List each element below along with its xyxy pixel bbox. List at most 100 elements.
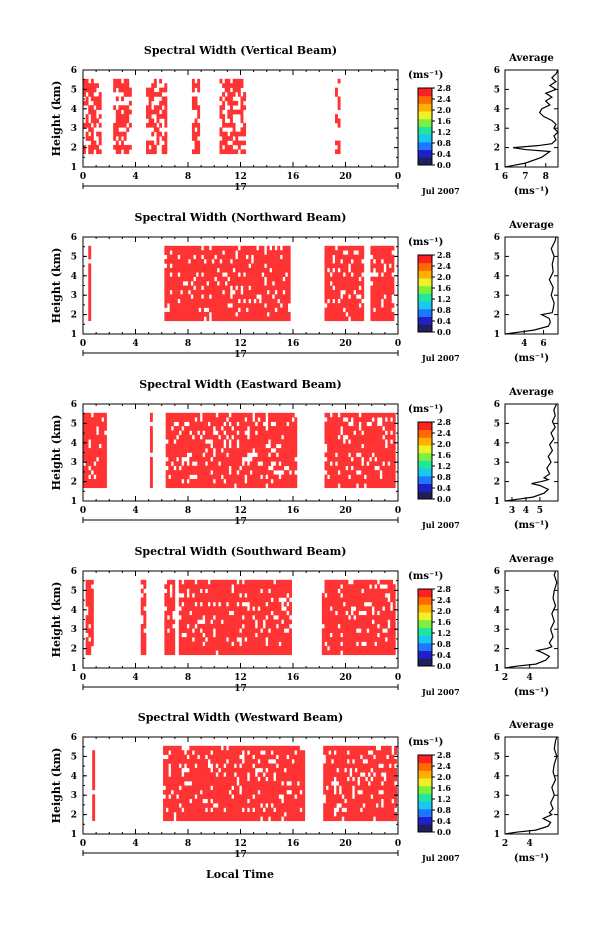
- heatmap-cell: [249, 597, 253, 603]
- heatmap-cell: [388, 294, 392, 300]
- heatmap-cell: [207, 623, 211, 629]
- heatmap-cell: [327, 597, 331, 603]
- heatmap-cell: [88, 281, 92, 286]
- heatmap-cell: [167, 610, 170, 616]
- heatmap-cell: [218, 816, 222, 822]
- heatmap-cell: [93, 452, 97, 458]
- heatmap-cell: [228, 798, 232, 804]
- heatmap-cell: [340, 452, 344, 458]
- heatmap-cell: [335, 443, 338, 449]
- heatmap-cell: [165, 443, 169, 449]
- heatmap-cell: [177, 250, 181, 255]
- heatmap-cell: [342, 478, 346, 484]
- heatmap-cell: [181, 763, 185, 769]
- heatmap-cell: [236, 474, 240, 480]
- heatmap-cell: [210, 412, 214, 418]
- heatmap-cell: [273, 637, 277, 642]
- heatmap-cell: [201, 263, 205, 269]
- heatmap-cell: [363, 417, 367, 422]
- day-label: 17: [234, 517, 247, 527]
- heatmap-cell: [257, 474, 261, 480]
- heatmap-cell: [348, 456, 352, 462]
- heatmap-cell: [371, 601, 375, 607]
- heatmap-cell: [265, 478, 269, 484]
- heatmap-cell: [257, 615, 261, 620]
- heatmap-cell: [232, 250, 236, 255]
- heatmap-cell: [184, 426, 187, 431]
- heatmap-cell: [202, 789, 206, 795]
- heatmap-cell: [207, 776, 211, 782]
- heatmap-cell: [230, 267, 233, 273]
- heatmap-cell: [189, 443, 193, 449]
- heatmap-cell: [366, 610, 370, 616]
- heatmap-cell: [228, 776, 232, 782]
- heatmap-cell: [220, 637, 224, 642]
- heatmap-cell: [189, 811, 193, 817]
- heatmap-cell: [220, 750, 224, 755]
- heatmap-cell: [203, 281, 207, 286]
- side-y-tick-label: 6: [494, 567, 500, 577]
- heatmap-cell: [252, 478, 256, 484]
- heatmap-cell: [165, 776, 169, 782]
- heatmap-cell: [277, 263, 281, 269]
- heatmap-cell: [207, 456, 211, 462]
- heatmap-cell: [358, 456, 362, 462]
- heatmap-cell: [327, 623, 331, 629]
- heatmap-cell: [228, 641, 232, 647]
- heatmap-cell: [265, 579, 269, 585]
- heatmap-cell: [193, 298, 197, 304]
- heatmap-cell: [361, 483, 365, 489]
- heatmap-cell: [287, 281, 291, 286]
- heatmap-cell: [176, 767, 180, 773]
- heatmap-cell: [181, 597, 185, 603]
- heatmap-cell: [90, 144, 94, 150]
- heatmap-cell: [382, 456, 386, 462]
- heatmap-cell: [254, 593, 258, 598]
- heatmap-cell: [85, 619, 89, 625]
- heatmap-cell: [286, 474, 290, 480]
- heatmap-cell: [214, 272, 218, 277]
- heatmap-cell: [253, 307, 257, 313]
- heatmap-cell: [345, 254, 349, 260]
- heatmap-cell: [249, 474, 253, 480]
- x-tick-label: 16: [287, 673, 300, 683]
- colorbar-tick-label: 0.4: [437, 149, 451, 159]
- heatmap-cell: [209, 272, 212, 277]
- heatmap-cell: [170, 794, 174, 800]
- heatmap-cell: [128, 87, 132, 93]
- heatmap-cell: [186, 606, 190, 611]
- heatmap-cell: [282, 272, 286, 277]
- heatmap-cell: [83, 448, 86, 453]
- heatmap-cell: [165, 434, 169, 440]
- heatmap-cell: [201, 311, 205, 317]
- heatmap-cell: [83, 100, 86, 106]
- heatmap-cell: [329, 254, 333, 260]
- heatmap-cell: [260, 412, 264, 418]
- heatmap-cell: [289, 439, 292, 444]
- heatmap-cell: [275, 632, 279, 638]
- heatmap-cell: [332, 474, 336, 480]
- heatmap-cell: [88, 149, 92, 155]
- heatmap-cell: [382, 645, 386, 651]
- colorbar-segment: [418, 483, 432, 492]
- heatmap-cell: [285, 298, 289, 304]
- heatmap-cell: [281, 615, 285, 620]
- colorbar-segment: [418, 270, 432, 279]
- heatmap-cell: [243, 316, 247, 322]
- heatmap-cell: [273, 443, 277, 449]
- heatmap-cell: [197, 456, 201, 462]
- heatmap-cell: [327, 316, 331, 322]
- heatmap-cell: [380, 245, 384, 251]
- heatmap-cell: [332, 452, 336, 458]
- heatmap-cell: [188, 263, 191, 269]
- heatmap-cell: [207, 645, 211, 651]
- heatmap-cell: [369, 619, 373, 625]
- heatmap-cell: [257, 443, 261, 449]
- heatmap-cell: [189, 767, 193, 773]
- heatmap-cell: [218, 789, 222, 795]
- heatmap-cell: [268, 593, 271, 598]
- heatmap-cell: [281, 426, 285, 431]
- heatmap-cell: [281, 588, 285, 594]
- heatmap-cell: [218, 803, 222, 808]
- heatmap-cell: [191, 448, 195, 453]
